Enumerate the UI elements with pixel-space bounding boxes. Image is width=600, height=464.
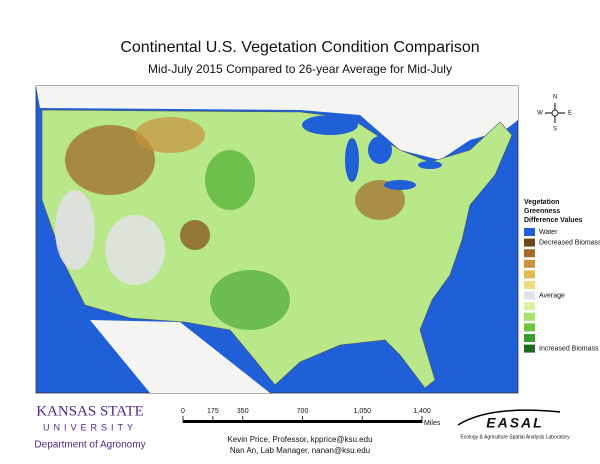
legend-title: Difference Values bbox=[524, 217, 582, 224]
legend-swatch bbox=[524, 259, 535, 268]
legend-swatch bbox=[524, 334, 535, 342]
scale-tick-label: 0 bbox=[181, 408, 185, 415]
subtitle: Mid-July 2015 Compared to 26-year Averag… bbox=[148, 62, 452, 76]
compass-n: N bbox=[553, 95, 557, 101]
compass-w: W bbox=[537, 111, 543, 117]
average-area bbox=[55, 190, 95, 270]
legend-swatch bbox=[524, 323, 535, 332]
department: Department of Agronomy bbox=[34, 440, 145, 451]
lake-michigan bbox=[345, 138, 359, 182]
legend-swatch bbox=[524, 270, 535, 279]
scale-unit: Miles bbox=[424, 420, 441, 427]
lake-huron bbox=[368, 136, 392, 164]
scale-tick-label: 175 bbox=[207, 408, 219, 415]
legend-swatch bbox=[524, 238, 535, 247]
average-area bbox=[105, 215, 165, 285]
legend-label: Decreased Biomass bbox=[539, 239, 600, 246]
canada bbox=[36, 86, 518, 160]
scale-tick-label: 1,050 bbox=[353, 408, 371, 415]
lab-full-name: Ecology & Agriculture Spatial Analysis L… bbox=[460, 434, 570, 440]
lab-logo-swoosh bbox=[457, 409, 561, 426]
lake-ontario bbox=[418, 161, 442, 169]
lake-superior bbox=[302, 115, 358, 135]
scale-tick-label: 700 bbox=[297, 408, 309, 415]
mexico bbox=[90, 320, 270, 393]
legend-label: Water bbox=[539, 229, 558, 236]
legend-swatch bbox=[524, 312, 535, 321]
decrease-area bbox=[180, 220, 210, 250]
legend-label: Increased Biomass bbox=[539, 345, 599, 352]
legend-swatch bbox=[524, 249, 535, 258]
lab-name: EASAL bbox=[486, 415, 543, 431]
legend-swatch bbox=[524, 291, 535, 300]
legend-label: Average bbox=[539, 292, 565, 299]
compass-s: S bbox=[553, 127, 557, 133]
lake-erie bbox=[384, 180, 416, 190]
decrease-area bbox=[135, 117, 205, 153]
scale-tick-label: 1,400 bbox=[413, 408, 431, 415]
decrease-area bbox=[65, 125, 155, 195]
legend-swatch bbox=[524, 344, 535, 353]
credit: Nan An, Lab Manager, nanan@ksu.edu bbox=[230, 446, 370, 455]
legend-swatch bbox=[524, 228, 535, 236]
legend-title: Vegetation bbox=[524, 199, 559, 206]
united-states bbox=[41, 109, 513, 389]
scale-tick-label: 350 bbox=[237, 408, 249, 415]
legend-title: Greenness bbox=[524, 208, 560, 215]
university-name: KANSAS STATE bbox=[36, 403, 144, 419]
university-sub: UNIVERSITY bbox=[43, 422, 137, 432]
legend-swatch bbox=[524, 302, 535, 311]
increase-area bbox=[210, 270, 290, 330]
map bbox=[35, 85, 519, 394]
increase-area bbox=[205, 150, 255, 210]
legend-swatch bbox=[524, 281, 535, 289]
compass-e: E bbox=[568, 111, 572, 117]
title: Continental U.S. Vegetation Condition Co… bbox=[120, 39, 479, 56]
compass-center bbox=[551, 109, 559, 117]
scale-bar: 0 175 350 700 1,050 1,400 Miles bbox=[181, 408, 441, 427]
credit: Kevin Price, Professor, kpprice@ksu.edu bbox=[227, 435, 372, 444]
compass: N S E W bbox=[537, 95, 572, 133]
decrease-area bbox=[355, 180, 405, 220]
legend: Vegetation Greenness Difference Values Wate… bbox=[524, 199, 600, 353]
